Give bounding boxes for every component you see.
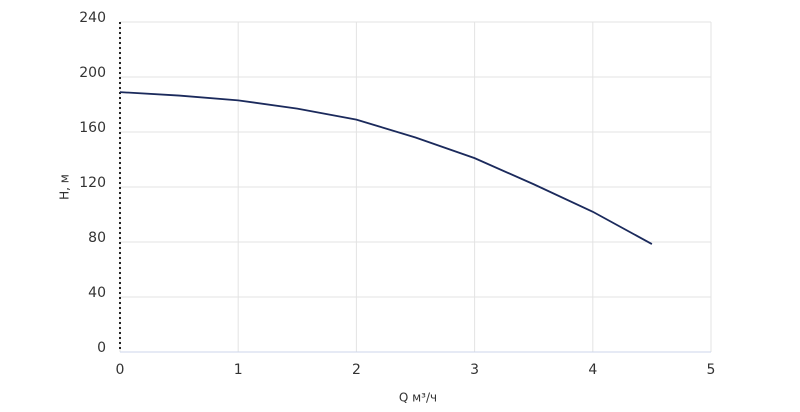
y-tick-label: 120 <box>79 175 106 191</box>
data-line <box>119 91 653 245</box>
x-axis-label: Q м³/ч <box>399 391 437 405</box>
x-tick-label: 0 <box>116 362 125 378</box>
y-axis-label: H, м <box>58 174 72 200</box>
y-tick-label: 0 <box>97 340 106 356</box>
y-tick-label: 240 <box>79 10 106 26</box>
y-tick-label: 40 <box>88 285 106 301</box>
x-tick-label: 3 <box>470 362 479 378</box>
y-tick-label: 80 <box>88 230 106 246</box>
x-tick-label: 2 <box>352 362 361 378</box>
x-tick-label: 5 <box>707 362 716 378</box>
x-tick-label: 1 <box>234 362 243 378</box>
y-tick-label: 160 <box>79 120 106 136</box>
y-tick-label: 200 <box>79 65 106 81</box>
x-tick-label: 4 <box>588 362 597 378</box>
